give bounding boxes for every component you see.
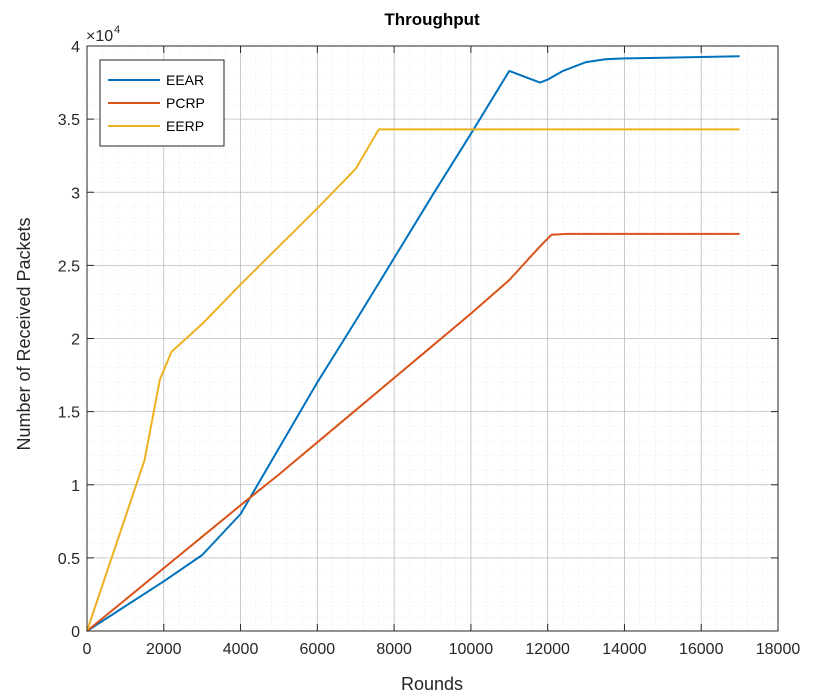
y-tick-label: 1 [71, 478, 80, 495]
x-tick-label: 10000 [449, 641, 494, 658]
x-axis-label: Rounds [401, 674, 463, 694]
y-tick-label: 4 [71, 39, 80, 56]
y-exponent-base: ×10 [86, 28, 113, 45]
legend-label-eear: EEAR [166, 72, 204, 88]
y-tick-label: 3 [71, 185, 80, 202]
y-exponent-power: 4 [114, 24, 120, 36]
x-tick-label: 4000 [223, 641, 259, 658]
legend-label-eerp: EERP [166, 118, 204, 134]
ticks-layer: 0 2000 4000 6000 8000 10000 12000 14000 16000 180… [58, 39, 801, 658]
x-tick-label: 14000 [602, 641, 647, 658]
x-tick-label: 6000 [300, 641, 336, 658]
legend: EEAR PCRP EERP [99, 59, 225, 147]
series-layer [86, 55, 740, 632]
x-tick-label: 16000 [679, 641, 724, 658]
y-tick-label: 0.5 [58, 551, 80, 568]
chart-title: Throughput [384, 10, 480, 29]
x-tick-label: 0 [83, 641, 92, 658]
y-axis-label: Number of Received Packets [14, 217, 34, 450]
x-tick-label: 8000 [376, 641, 412, 658]
x-tick-label: 12000 [525, 641, 570, 658]
y-tick-label: 3.5 [58, 112, 80, 129]
y-tick-label: 1.5 [58, 405, 80, 422]
x-tick-label: 2000 [146, 641, 182, 658]
x-tick-label: 18000 [756, 641, 801, 658]
series-line-eerp [86, 128, 740, 632]
legend-label-pcrp: PCRP [166, 95, 205, 111]
series-line-pcrp [86, 232, 740, 632]
y-tick-label: 2.5 [58, 258, 80, 275]
y-tick-label: 0 [71, 624, 80, 641]
y-exponent: ×10 4 [86, 24, 120, 45]
series-line-eear [86, 55, 740, 632]
y-tick-label: 2 [71, 332, 80, 349]
